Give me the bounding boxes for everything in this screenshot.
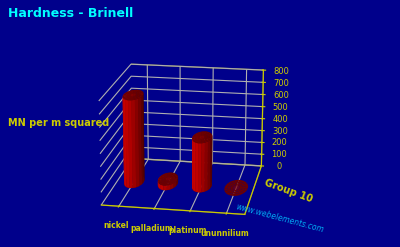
Text: MN per m squared: MN per m squared bbox=[8, 119, 109, 128]
Text: www.webelements.com: www.webelements.com bbox=[235, 202, 325, 234]
Text: Group 10: Group 10 bbox=[262, 178, 314, 205]
Text: Hardness - Brinell: Hardness - Brinell bbox=[8, 7, 133, 21]
